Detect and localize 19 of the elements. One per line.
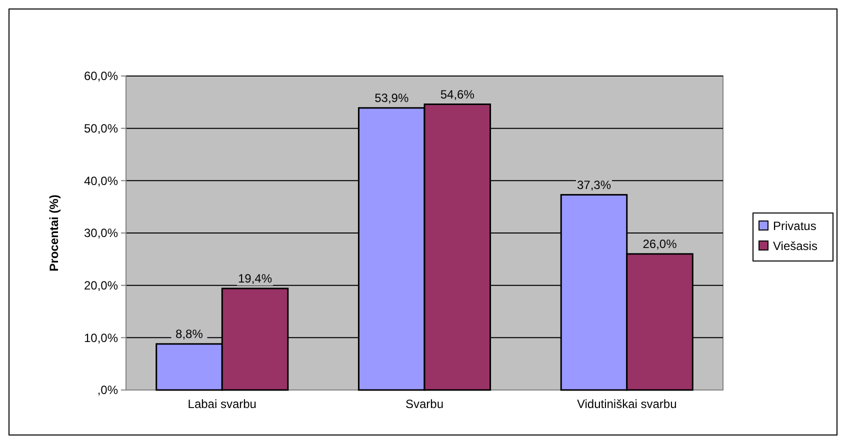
- y-axis-title: Procentai (%): [47, 194, 61, 272]
- legend-label: Privatus: [773, 219, 816, 234]
- data-label: 19,4%: [238, 271, 272, 286]
- data-label: 26,0%: [642, 236, 678, 251]
- y-tick-label: 60,0%: [84, 69, 118, 84]
- y-tick-label: 10,0%: [84, 330, 118, 345]
- y-tick-label: 20,0%: [84, 278, 118, 293]
- legend-label: Viešasis: [773, 239, 818, 254]
- y-tick-label: ,0%: [97, 383, 118, 398]
- data-label: 37,3%: [576, 178, 612, 192]
- data-label: 8,8%: [176, 326, 204, 341]
- data-label: 54,6%: [440, 87, 475, 102]
- x-tick-label: Svarbu: [405, 397, 444, 411]
- x-tick-label: Labai svarbu: [188, 397, 256, 411]
- y-tick-label: 50,0%: [84, 122, 118, 136]
- x-tick-label: Vidutiniškai svarbu: [576, 397, 677, 411]
- y-tick-label: 40,0%: [84, 174, 118, 188]
- y-tick-label: 30,0%: [84, 226, 118, 240]
- data-label: 53,9%: [374, 90, 409, 105]
